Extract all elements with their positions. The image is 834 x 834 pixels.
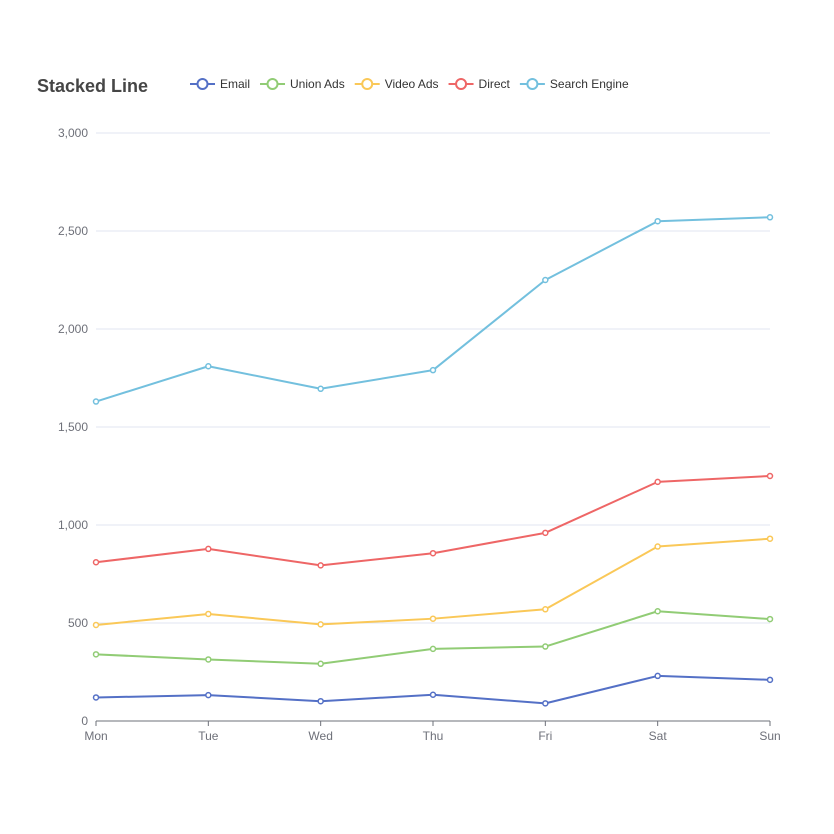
legend-label: Video Ads — [385, 77, 439, 91]
y-tick-label: 500 — [68, 616, 88, 630]
data-point[interactable] — [766, 676, 774, 684]
x-tick-label: Mon — [84, 729, 107, 743]
data-point[interactable] — [92, 621, 100, 629]
data-point[interactable] — [205, 545, 212, 553]
data-point[interactable] — [654, 543, 661, 550]
data-point[interactable] — [766, 472, 774, 480]
data-point[interactable] — [92, 651, 100, 658]
legend-label: Union Ads — [290, 77, 345, 91]
series-line — [95, 216, 771, 403]
chart-title: Stacked Line — [37, 76, 148, 96]
data-point[interactable] — [654, 607, 661, 615]
legend-item-direct[interactable]: Direct — [448, 77, 511, 91]
x-tick-label: Wed — [308, 729, 332, 743]
data-point[interactable] — [542, 276, 549, 284]
data-point[interactable] — [542, 700, 549, 707]
data-point[interactable] — [205, 610, 212, 618]
legend-label: Direct — [479, 77, 511, 91]
data-point[interactable] — [429, 615, 437, 622]
legend-marker-icon — [196, 78, 209, 90]
data-point[interactable] — [92, 694, 100, 701]
data-point[interactable] — [429, 366, 437, 374]
data-point[interactable] — [542, 529, 549, 537]
data-point[interactable] — [205, 656, 212, 663]
y-tick-label: 2,500 — [58, 224, 88, 238]
series-union-ads — [92, 607, 774, 668]
data-point[interactable] — [654, 478, 661, 486]
legend-item-union-ads[interactable]: Union Ads — [260, 77, 345, 91]
legend-marker-icon — [266, 78, 279, 90]
data-point[interactable] — [654, 672, 661, 680]
data-point[interactable] — [766, 214, 774, 221]
legend-label: Email — [220, 77, 250, 91]
y-tick-label: 2,000 — [58, 322, 88, 336]
legend-marker-icon — [526, 78, 539, 90]
legend-marker-icon — [361, 78, 374, 90]
data-point[interactable] — [317, 385, 324, 393]
y-tick-label: 0 — [81, 714, 88, 728]
x-tick-label: Sat — [649, 729, 668, 743]
x-tick-label: Sun — [759, 729, 780, 743]
y-tick-label: 3,000 — [58, 126, 88, 140]
x-tick-label: Thu — [423, 729, 444, 743]
x-tick-label: Tue — [198, 729, 219, 743]
data-point[interactable] — [766, 615, 774, 623]
data-point[interactable] — [92, 398, 100, 405]
data-point[interactable] — [654, 217, 661, 225]
data-point[interactable] — [429, 645, 437, 653]
y-tick-label: 1,000 — [58, 518, 88, 532]
series-direct — [92, 472, 774, 569]
legend[interactable]: Email Union Ads Video Ads Direct Search Engi… — [190, 77, 629, 91]
legend-item-email[interactable]: Email — [190, 77, 250, 91]
data-point[interactable] — [317, 697, 324, 705]
data-point[interactable] — [542, 643, 549, 650]
data-point[interactable] — [542, 606, 549, 613]
data-point[interactable] — [766, 535, 774, 542]
series-video-ads — [92, 535, 774, 629]
data-point[interactable] — [429, 691, 437, 698]
data-point[interactable] — [317, 621, 324, 628]
data-point[interactable] — [429, 549, 437, 557]
legend-marker-icon — [455, 78, 468, 90]
legend-item-video-ads[interactable]: Video Ads — [354, 77, 439, 91]
series-search-engine — [92, 214, 774, 405]
data-point[interactable] — [92, 558, 100, 566]
series-lines — [92, 214, 774, 707]
data-point[interactable] — [205, 691, 212, 699]
series-email — [92, 672, 774, 707]
legend-label: Search Engine — [550, 77, 629, 91]
grid-lines — [96, 132, 770, 624]
series-line — [95, 674, 771, 705]
data-point[interactable] — [317, 562, 324, 569]
legend-item-search-engine[interactable]: Search Engine — [519, 77, 629, 91]
y-tick-label: 1,500 — [58, 420, 88, 434]
data-point[interactable] — [205, 362, 212, 370]
data-point[interactable] — [317, 660, 324, 668]
x-tick-label: Fri — [538, 729, 552, 743]
axes: 0 500 1,000 1,500 2,000 2,500 3,000 Mon Tue Wed Th… — [58, 126, 781, 743]
